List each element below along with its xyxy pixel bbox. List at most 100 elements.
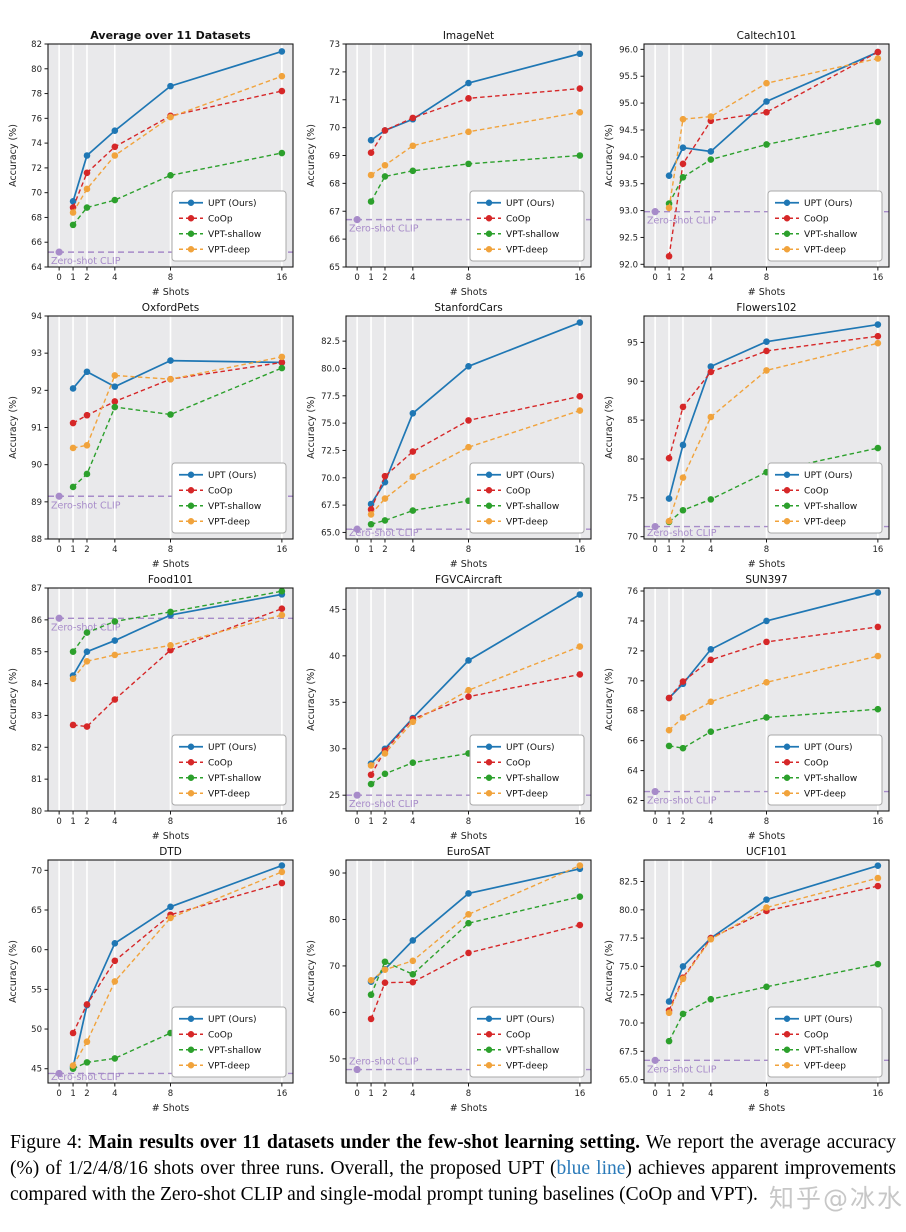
ytick-label: 72.5: [321, 446, 340, 456]
series-marker-vpt_deep: [278, 868, 286, 876]
series-marker-vpt_shallow: [111, 196, 119, 204]
ytick-label: 70.0: [321, 474, 340, 484]
xtick-label: 2: [84, 817, 89, 827]
legend-label-vpt_shallow: VPT-shallow: [804, 230, 857, 240]
legend-marker-vpt_deep: [187, 790, 195, 797]
chart-svg: OxfordPets 88 89 90 91 92 93 94 0 1 2 4 8 16 # Shots Ac…: [8, 302, 294, 570]
series-line-vpt_deep: [72, 356, 283, 449]
x-axis-label: # Shots: [450, 287, 488, 298]
xtick-label: 4: [410, 817, 415, 827]
axis-frame: [47, 859, 294, 1084]
chart-grid: Average over 11 Datasets 64 66 68 70 72 74 76 78…: [6, 29, 890, 1116]
legend-label-coop: CoOp: [506, 214, 531, 224]
series-marker-upt: [576, 50, 584, 58]
xtick-label: 2: [382, 817, 387, 827]
series-marker-vpt_deep: [465, 911, 472, 918]
ytick-label: 74: [627, 617, 638, 627]
legend-marker-vpt_deep: [187, 518, 195, 525]
xtick-label: 4: [410, 545, 415, 555]
xtick-label: 16: [872, 817, 883, 827]
xtick-label: 8: [466, 545, 471, 555]
series-marker-upt: [83, 152, 91, 159]
ytick-label: 60: [31, 946, 42, 956]
series-marker-coop: [465, 417, 472, 424]
series-marker-coop: [83, 169, 91, 177]
ytick-label: 96.0: [619, 45, 638, 55]
series-marker-coop: [576, 671, 584, 678]
series-marker-vpt_deep: [381, 161, 389, 169]
legend-marker-coop: [485, 215, 493, 222]
xtick-label: 2: [680, 1089, 685, 1099]
legend-box: [469, 734, 585, 806]
zero-shot-label: Zero-shot CLIP: [51, 256, 121, 267]
chart-svg: ImageNet 65 66 67 68 69 70 71 72 73 0 1 2 4 8 16 # Shots…: [306, 30, 592, 298]
xtick-label: 1: [70, 1089, 75, 1099]
ytick-label: 72: [31, 164, 42, 174]
series-marker-vpt_deep: [665, 726, 673, 734]
xtick-label: 1: [368, 273, 373, 283]
series-marker-coop: [763, 347, 770, 355]
series-marker-coop: [278, 87, 286, 95]
series-line-vpt_deep: [668, 57, 879, 209]
ytick-label: 55: [31, 985, 42, 995]
x-axis-label: # Shots: [748, 559, 786, 570]
ytick-label: 95: [627, 338, 638, 348]
axis-frame: [643, 43, 890, 268]
legend-marker-vpt_deep: [783, 1062, 791, 1069]
legend-marker-vpt_deep: [485, 518, 493, 525]
series-marker-vpt_deep: [111, 651, 119, 659]
zero-shot-label: Zero-shot CLIP: [647, 1064, 717, 1075]
series-marker-coop: [381, 127, 389, 134]
ytick-label: 80: [329, 915, 340, 925]
series-marker-vpt_shallow: [707, 496, 715, 503]
series-marker-vpt_shallow: [679, 744, 687, 752]
xtick-label: 2: [84, 273, 89, 283]
ytick-label: 40: [329, 652, 340, 662]
chart-svg: Average over 11 Datasets 64 66 68 70 72 74 76 78…: [8, 29, 294, 298]
axis-frame: [345, 587, 592, 812]
ytick-label: 60: [329, 1008, 340, 1018]
axis-frame: [643, 315, 890, 540]
zero-shot-label: Zero-shot CLIP: [349, 224, 419, 235]
series-marker-coop: [69, 1029, 77, 1037]
ytick-label: 45: [329, 605, 340, 615]
ytick-label: 67.5: [321, 501, 340, 511]
series-marker-vpt_shallow: [874, 118, 882, 126]
series-marker-upt: [465, 362, 472, 370]
xtick-label: 1: [70, 817, 75, 827]
series-marker-upt: [763, 338, 770, 345]
series-marker-vpt_shallow: [367, 780, 375, 788]
ytick-label: 50: [31, 1025, 42, 1035]
xtick-label: 4: [708, 1089, 713, 1099]
subplot-title: UCF101: [746, 846, 787, 858]
series-marker-vpt_shallow: [167, 172, 174, 179]
series-marker-coop: [874, 48, 882, 56]
xtick-label: 1: [368, 1089, 373, 1099]
legend-label-vpt_deep: VPT-deep: [506, 245, 548, 255]
zero-shot-marker: [651, 787, 659, 796]
legend-marker-coop: [485, 1031, 493, 1038]
caption-blue-line-ref: blue line: [556, 1157, 626, 1179]
legend-marker-vpt_deep: [485, 1062, 493, 1069]
y-axis-label: Accuracy (%): [604, 940, 615, 1003]
legend-label-vpt_shallow: VPT-shallow: [804, 1046, 857, 1056]
xtick-label: 0: [354, 1089, 359, 1099]
series-marker-vpt_shallow: [763, 141, 770, 148]
series-marker-coop: [665, 454, 673, 462]
series-marker-coop: [381, 979, 389, 986]
zero-shot-marker: [55, 1069, 63, 1078]
ytick-label: 75.0: [321, 419, 340, 429]
legend-marker-upt: [187, 471, 195, 478]
series-marker-coop: [576, 85, 584, 92]
series-marker-vpt_deep: [409, 473, 417, 480]
subplot-dtd: DTD 45 50 55 60 65 70 0 1 2 4 8 16 # Shots Accuracy (%…: [6, 844, 304, 1116]
xtick-label: 8: [764, 273, 769, 283]
xtick-label: 0: [652, 545, 657, 555]
ytick-label: 70: [329, 124, 340, 134]
ytick-label: 64: [31, 263, 42, 273]
series-marker-vpt_shallow: [278, 587, 286, 595]
ytick-label: 77.5: [619, 934, 638, 944]
series-marker-vpt_deep: [83, 185, 91, 193]
legend-box: [767, 1006, 883, 1078]
zero-shot-marker: [651, 208, 659, 216]
